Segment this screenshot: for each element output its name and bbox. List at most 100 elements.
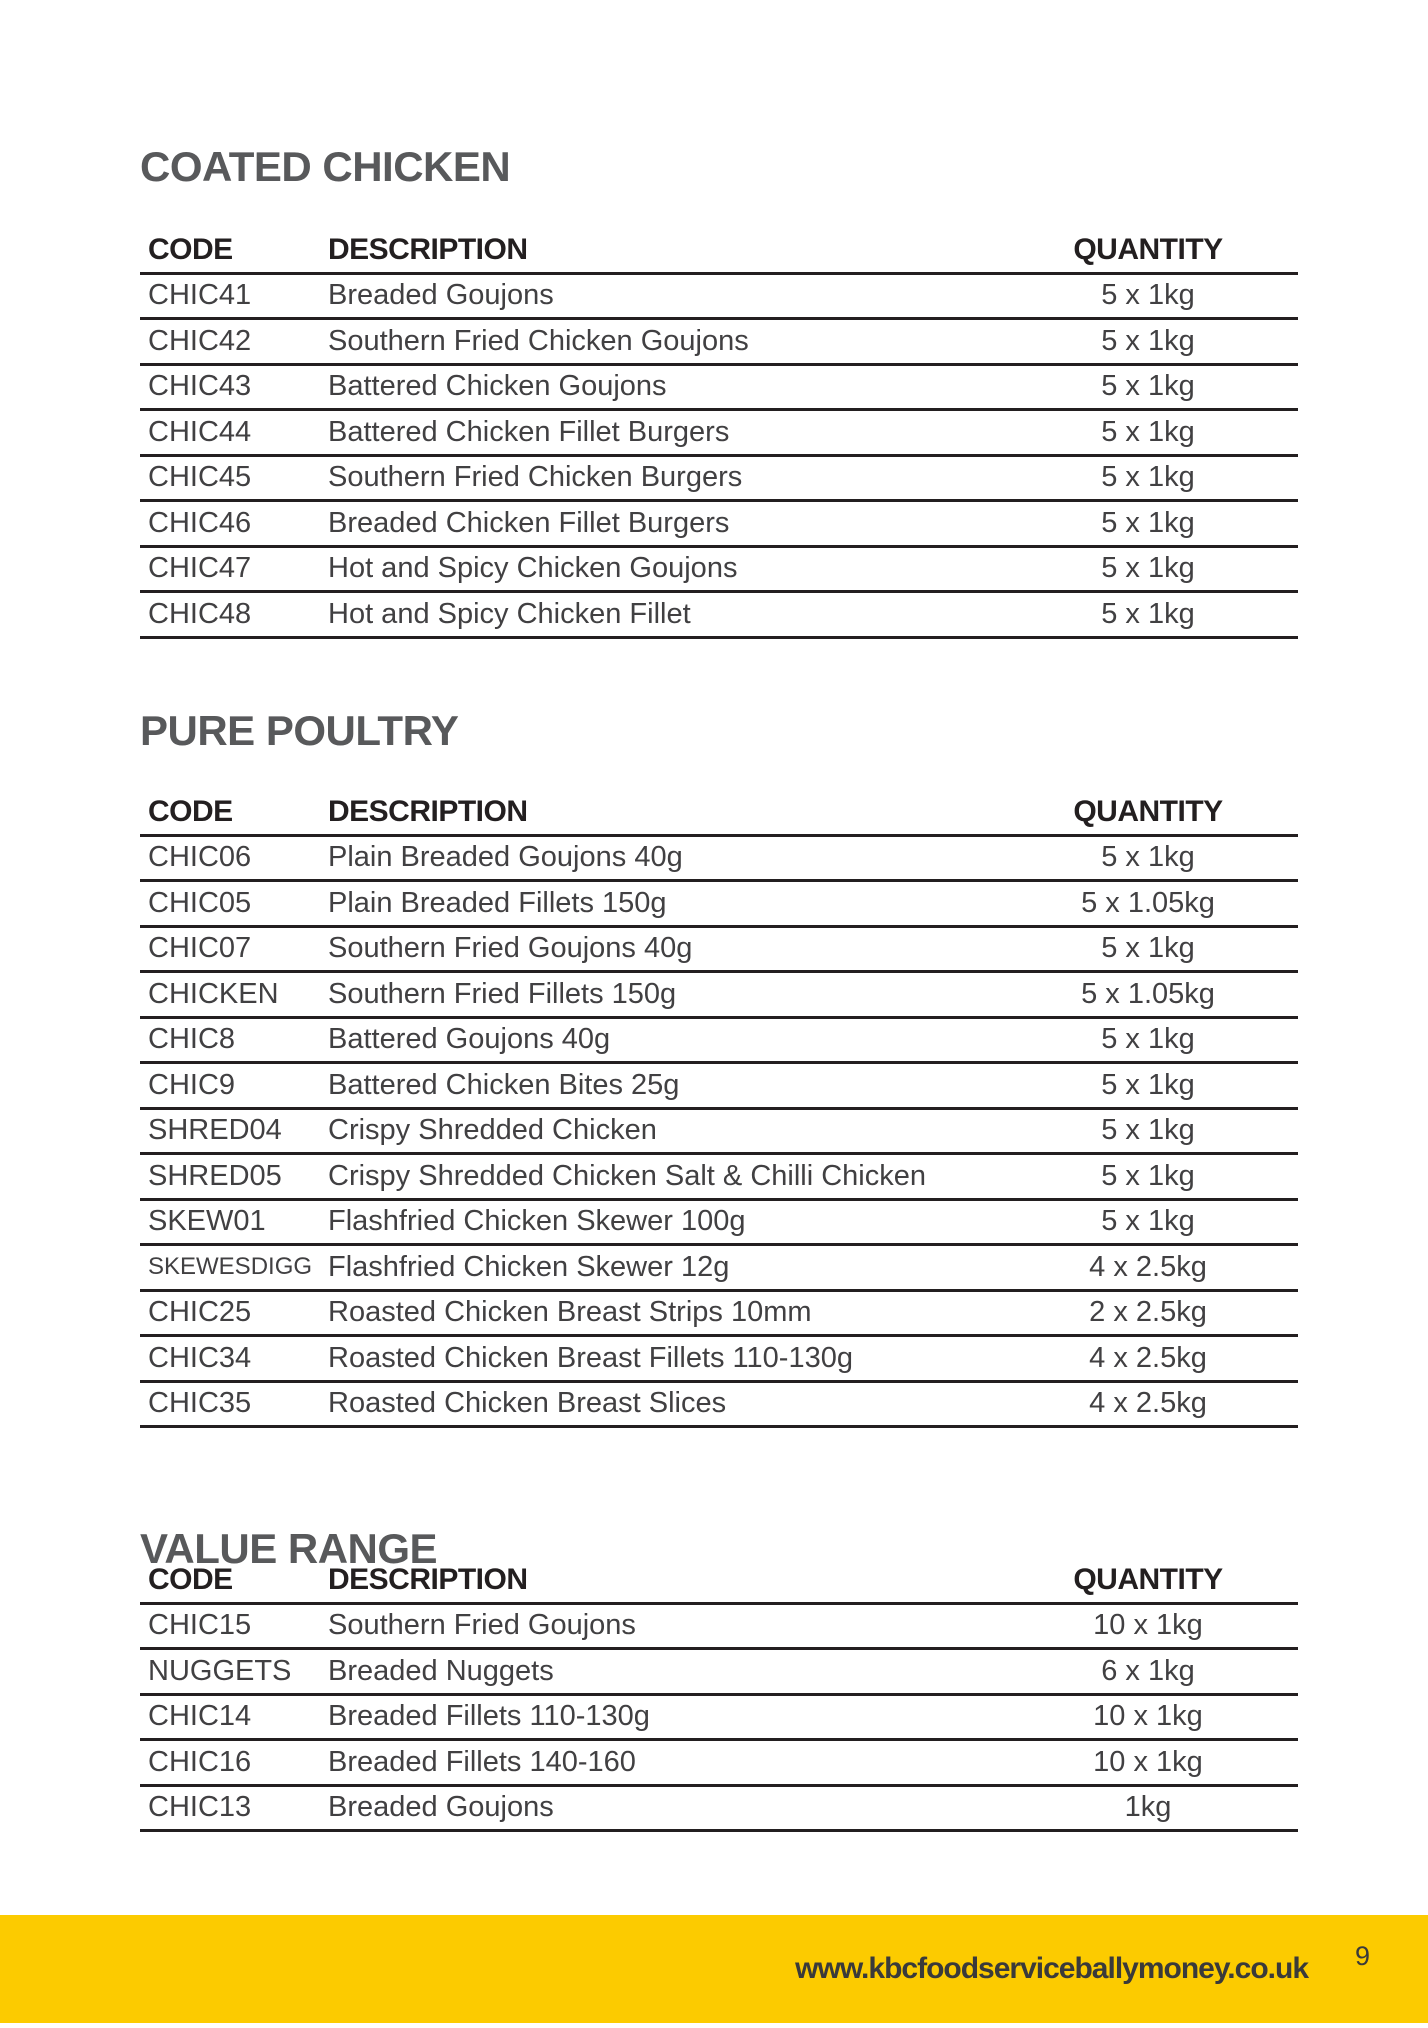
table-row: CHIC47 Hot and Spicy Chicken Goujons 5 x 1…: [140, 546, 1298, 593]
table-header-row: CODE DESCRIPTION QUANTITY: [140, 228, 1298, 275]
code-cell: CHIC43: [140, 364, 320, 411]
table-row: CHIC07 Southern Fried Goujons 40g 5 x 1kg: [140, 926, 1298, 973]
quantity-cell: 10 x 1kg: [998, 1739, 1298, 1787]
table-row: SHRED05 Crispy Shredded Chicken Salt & Ch…: [140, 1153, 1298, 1201]
table-row: NUGGETS Breaded Nuggets 6 x 1kg: [140, 1648, 1298, 1696]
description-cell: Flashfried Chicken Skewer 100g: [320, 1199, 998, 1246]
table-row: SHRED04 Crispy Shredded Chicken 5 x 1kg: [140, 1108, 1298, 1155]
code-cell: CHIC16: [140, 1739, 320, 1787]
description-cell: Crispy Shredded Chicken: [320, 1108, 998, 1155]
description-cell: Roasted Chicken Breast Slices: [320, 1381, 998, 1428]
table-row: CHIC35 Roasted Chicken Breast Slices 4 x 2…: [140, 1381, 1298, 1428]
quantity-cell: 5 x 1kg: [998, 455, 1298, 502]
description-cell: Breaded Nuggets: [320, 1648, 998, 1696]
table-row: CHIC44 Battered Chicken Fillet Burgers 5 x…: [140, 409, 1298, 457]
table-row: CHIC48 Hot and Spicy Chicken Fillet 5 x 1k…: [140, 591, 1298, 639]
quantity-cell: 5 x 1kg: [998, 591, 1298, 639]
section-title-pure-poultry: PURE POULTRY: [140, 707, 459, 754]
description-cell: Southern Fried Goujons: [320, 1603, 998, 1650]
description-cell: Battered Chicken Bites 25g: [320, 1062, 998, 1110]
description-cell: Roasted Chicken Breast Fillets 110-130g: [320, 1335, 998, 1383]
code-cell: SKEW01: [140, 1199, 320, 1246]
description-cell: Battered Goujons 40g: [320, 1017, 998, 1064]
description-cell: Breaded Fillets 140-160: [320, 1739, 998, 1787]
description-cell: Southern Fried Chicken Goujons: [320, 318, 998, 366]
description-cell: Plain Breaded Goujons 40g: [320, 835, 998, 882]
quantity-cell: 10 x 1kg: [998, 1603, 1298, 1650]
quantity-cell: 5 x 1kg: [998, 500, 1298, 548]
description-cell: Southern Fried Chicken Burgers: [320, 455, 998, 502]
table-row: CHIC46 Breaded Chicken Fillet Burgers 5 x …: [140, 500, 1298, 548]
description-cell: Southern Fried Goujons 40g: [320, 926, 998, 973]
code-cell: CHIC41: [140, 273, 320, 320]
description-cell: Battered Chicken Goujons: [320, 364, 998, 411]
pure-poultry-table: CODE DESCRIPTION QUANTITY CHIC06 Plain Br…: [140, 790, 1298, 1428]
section-title-coated-chicken: COATED CHICKEN: [140, 143, 511, 190]
code-cell: CHIC15: [140, 1603, 320, 1650]
code-cell: CHIC35: [140, 1381, 320, 1428]
quantity-cell: 5 x 1kg: [998, 1108, 1298, 1155]
quantity-cell: 5 x 1kg: [998, 546, 1298, 593]
quantity-cell: 5 x 1.05kg: [998, 971, 1298, 1019]
code-cell: NUGGETS: [140, 1648, 320, 1696]
code-cell: CHIC46: [140, 500, 320, 548]
quantity-cell: 4 x 2.5kg: [998, 1381, 1298, 1428]
quantity-cell: 6 x 1kg: [998, 1648, 1298, 1696]
table-row: CHIC34 Roasted Chicken Breast Fillets 110…: [140, 1335, 1298, 1383]
footer-bar: www.kbcfoodserviceballymoney.co.uk 9: [0, 1915, 1428, 2023]
table-row: CHIC45 Southern Fried Chicken Burgers 5 x …: [140, 455, 1298, 502]
quantity-cell: 5 x 1kg: [998, 409, 1298, 457]
table-row: CHIC42 Southern Fried Chicken Goujons 5 x …: [140, 318, 1298, 366]
code-cell: CHICKEN: [140, 971, 320, 1019]
code-cell: CHIC44: [140, 409, 320, 457]
code-cell: CHIC14: [140, 1694, 320, 1741]
table-row: CHICKEN Southern Fried Fillets 150g 5 x 1.…: [140, 971, 1298, 1019]
table-row: SKEWESDIGG Flashfried Chicken Skewer 12g 4…: [140, 1244, 1298, 1292]
table-row: CHIC14 Breaded Fillets 110-130g 10 x 1kg: [140, 1694, 1298, 1741]
table-row: CHIC9 Battered Chicken Bites 25g 5 x 1kg: [140, 1062, 1298, 1110]
code-cell: CHIC48: [140, 591, 320, 639]
quantity-cell: 5 x 1kg: [998, 1199, 1298, 1246]
code-column-header: CODE: [140, 228, 320, 275]
quantity-cell: 5 x 1kg: [998, 273, 1298, 320]
quantity-cell: 5 x 1kg: [998, 1062, 1298, 1110]
code-cell: CHIC47: [140, 546, 320, 593]
description-column-header: DESCRIPTION: [320, 1558, 998, 1605]
website-url: www.kbcfoodserviceballymoney.co.uk: [795, 1952, 1309, 1985]
code-cell: CHIC8: [140, 1017, 320, 1064]
page-number: 9: [1354, 1941, 1370, 1971]
quantity-cell: 10 x 1kg: [998, 1694, 1298, 1741]
table-row: CHIC8 Battered Goujons 40g 5 x 1kg: [140, 1017, 1298, 1064]
value-range-table: CODE DESCRIPTION QUANTITY CHIC15 Southern…: [140, 1558, 1298, 1832]
table-row: CHIC41 Breaded Goujons 5 x 1kg: [140, 273, 1298, 320]
description-cell: Breaded Chicken Fillet Burgers: [320, 500, 998, 548]
description-cell: Breaded Fillets 110-130g: [320, 1694, 998, 1741]
description-column-header: DESCRIPTION: [320, 228, 998, 275]
table-row: CHIC43 Battered Chicken Goujons 5 x 1kg: [140, 364, 1298, 411]
description-cell: Flashfried Chicken Skewer 12g: [320, 1244, 998, 1292]
table-row: CHIC25 Roasted Chicken Breast Strips 10mm…: [140, 1290, 1298, 1337]
code-column-header: CODE: [140, 1558, 320, 1605]
code-cell: SHRED05: [140, 1153, 320, 1201]
quantity-cell: 5 x 1kg: [998, 364, 1298, 411]
code-cell: SKEWESDIGG: [140, 1244, 320, 1292]
code-column-header: CODE: [140, 790, 320, 837]
quantity-cell: 5 x 1kg: [998, 318, 1298, 366]
code-cell: CHIC05: [140, 880, 320, 928]
quantity-cell: 5 x 1.05kg: [998, 880, 1298, 928]
quantity-cell: 5 x 1kg: [998, 1153, 1298, 1201]
table-row: CHIC16 Breaded Fillets 140-160 10 x 1kg: [140, 1739, 1298, 1787]
description-cell: Roasted Chicken Breast Strips 10mm: [320, 1290, 998, 1337]
description-cell: Hot and Spicy Chicken Fillet: [320, 591, 998, 639]
quantity-cell: 1kg: [998, 1785, 1298, 1832]
quantity-column-header: QUANTITY: [998, 1558, 1298, 1605]
description-cell: Hot and Spicy Chicken Goujons: [320, 546, 998, 593]
description-cell: Breaded Goujons: [320, 1785, 998, 1832]
quantity-cell: 4 x 2.5kg: [998, 1335, 1298, 1383]
quantity-cell: 5 x 1kg: [998, 1017, 1298, 1064]
description-cell: Crispy Shredded Chicken Salt & Chilli Ch…: [320, 1153, 998, 1201]
description-cell: Plain Breaded Fillets 150g: [320, 880, 998, 928]
table-row: CHIC05 Plain Breaded Fillets 150g 5 x 1.05…: [140, 880, 1298, 928]
table-row: CHIC13 Breaded Goujons 1kg: [140, 1785, 1298, 1832]
code-cell: CHIC9: [140, 1062, 320, 1110]
